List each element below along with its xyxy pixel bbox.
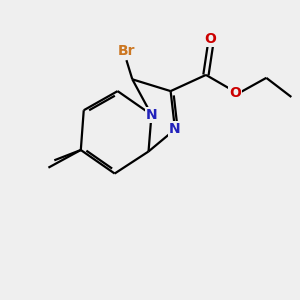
Text: O: O [230, 85, 241, 100]
Text: O: O [204, 32, 216, 46]
Text: N: N [146, 108, 157, 122]
Text: Br: Br [118, 44, 135, 58]
Text: N: N [169, 122, 181, 136]
